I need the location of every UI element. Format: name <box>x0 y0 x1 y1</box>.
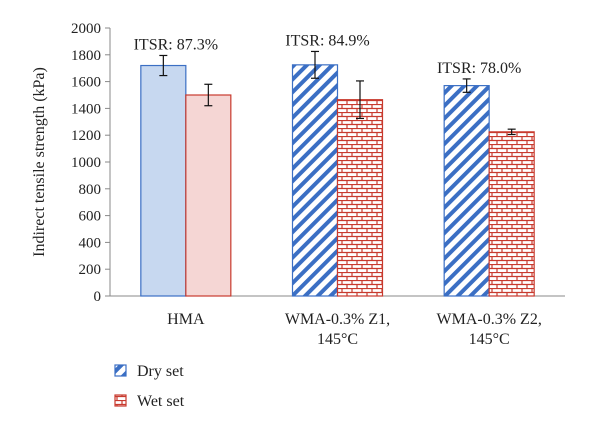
y-tick-label: 600 <box>79 209 102 225</box>
itsr-annotation: ITSR: 84.9% <box>285 32 369 49</box>
y-tick-label: 1000 <box>71 155 101 171</box>
y-tick-label: 2000 <box>71 21 101 37</box>
bar-wet-2 <box>488 131 535 297</box>
bar-dry-0 <box>140 64 187 297</box>
y-tick-label: 0 <box>94 289 102 305</box>
y-tick-label: 1400 <box>71 101 101 117</box>
legend-label: Wet set <box>137 393 185 410</box>
bars <box>140 50 535 297</box>
bar-wet-1 <box>336 99 384 297</box>
itsr-annotation: ITSR: 87.3% <box>134 36 218 53</box>
y-tick-label: 800 <box>79 182 102 198</box>
y-tick-label: 200 <box>79 262 102 278</box>
bar-dry-2 <box>443 85 490 297</box>
y-tick-label: 400 <box>79 235 102 251</box>
bar-wet-0 <box>185 94 232 297</box>
y-tick-label: 1600 <box>71 75 101 91</box>
axes: 0 200 400 600 800 1000 1200 1400 1600 1800 2000 Ind… <box>31 21 565 305</box>
y-tick-label: 1200 <box>71 128 101 144</box>
legend-swatch-wet <box>114 394 127 407</box>
x-category-label: WMA-0.3% Z2, 145°C <box>437 311 542 348</box>
y-tick-label: 1800 <box>71 48 101 64</box>
itsr-annotation: ITSR: 78.0% <box>437 60 521 77</box>
x-category-label: WMA-0.3% Z1, 145°C <box>285 311 390 348</box>
labels: ITSR: 87.3% HMA ITSR: 84.9% WMA-0.3% Z1, 145… <box>134 32 542 348</box>
legend: Dry set Wet set <box>114 363 185 410</box>
legend-label: Dry set <box>137 363 184 380</box>
legend-swatch-dry <box>114 364 127 377</box>
bar-dry-1 <box>291 64 339 297</box>
y-axis-label: Indirect tensile strength (kPa) <box>31 67 48 257</box>
x-category-label: HMA <box>167 311 205 328</box>
